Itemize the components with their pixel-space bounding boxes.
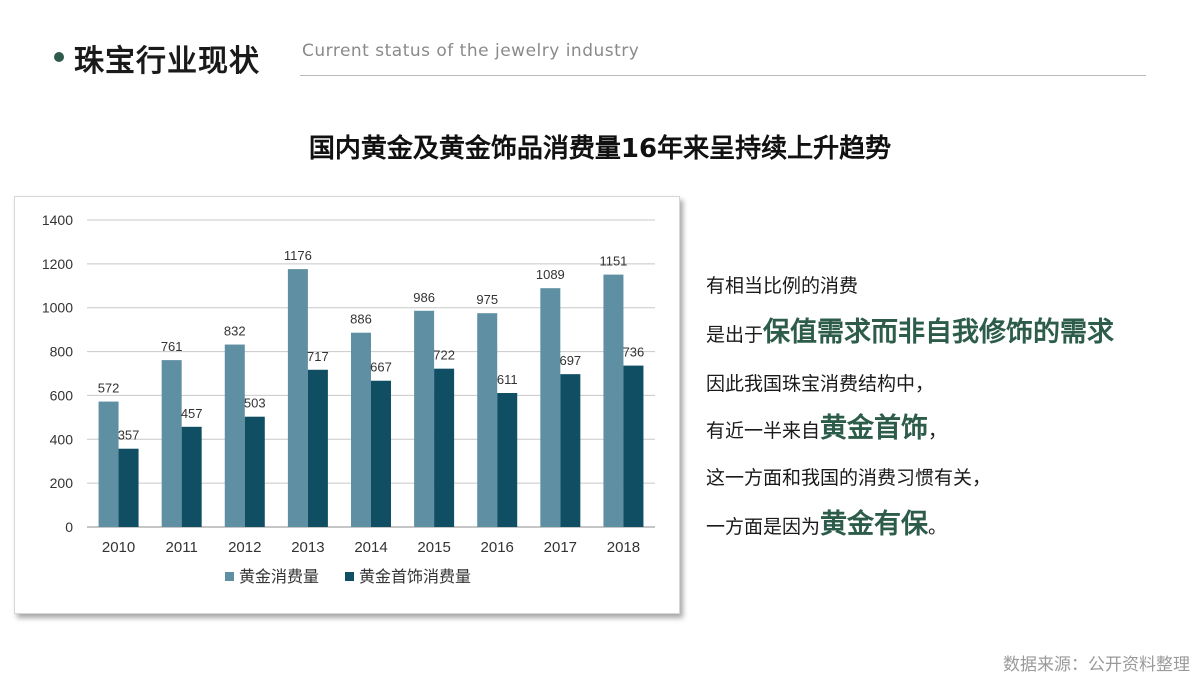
data-label: 761 — [161, 339, 183, 354]
commentary-line-6-suffix: 。 — [928, 516, 948, 538]
x-tick-label: 2017 — [544, 539, 577, 556]
commentary-highlight-gold-jewelry: 黄金首饰 — [820, 413, 929, 444]
bar-chart: 0 200 400 600 800 1000 1200 1400 572 357 2010 761 45… — [42, 212, 655, 586]
commentary-line-1: 有相当比例的消费 — [706, 275, 859, 297]
data-label: 975 — [476, 292, 498, 307]
data-label: 611 — [497, 372, 518, 387]
bar-gold-2012 — [224, 344, 245, 527]
legend-label: 黄金首饰消费量 — [359, 567, 471, 586]
data-label: 457 — [181, 406, 203, 421]
data-label: 1176 — [284, 248, 312, 263]
bar-jewelry-2017 — [560, 374, 581, 527]
legend-swatch-gold — [225, 572, 234, 581]
bar-gold-2013 — [287, 269, 308, 527]
data-label: 886 — [350, 312, 372, 327]
commentary-line-4-suffix: ， — [928, 420, 948, 442]
data-label: 667 — [370, 360, 392, 375]
y-tick-label: 1400 — [42, 212, 73, 228]
x-tick-label: 2014 — [354, 539, 387, 556]
chart-panel: 0 200 400 600 800 1000 1200 1400 572 357 2010 761 45… — [14, 196, 680, 614]
data-label: 722 — [433, 348, 455, 363]
bar-jewelry-2012 — [244, 416, 265, 527]
y-tick-label: 0 — [65, 519, 73, 535]
bar-gold-2015 — [414, 310, 435, 527]
data-label: 1089 — [536, 267, 565, 282]
bar-jewelry-2015 — [434, 368, 455, 527]
commentary-line-6-prefix: 一方面是因为 — [706, 516, 821, 538]
commentary-line-5: 这一方面和我国的消费习惯有关， — [706, 467, 992, 489]
bar-gold-2018 — [603, 274, 624, 527]
commentary-line-2-prefix: 是出于 — [706, 324, 764, 346]
data-label: 717 — [307, 349, 329, 364]
y-tick-label: 200 — [50, 475, 74, 491]
legend-swatch-jewelry — [345, 572, 354, 581]
commentary-highlight-gold-value: 黄金有保 — [820, 509, 929, 540]
data-label: 1151 — [599, 254, 627, 269]
bar-jewelry-2011 — [181, 426, 202, 527]
commentary-line-4: 有近一半来自黄金首饰， — [706, 415, 948, 443]
bar-gold-2011 — [161, 360, 182, 527]
bar-jewelry-2018 — [623, 365, 644, 527]
y-tick-label: 1200 — [42, 256, 73, 272]
section-header: 珠宝行业现状 Current status of the jewelry ind… — [52, 34, 1146, 79]
bar-jewelry-2014 — [371, 380, 391, 527]
data-label: 697 — [559, 353, 581, 368]
x-tick-label: 2018 — [607, 539, 640, 556]
bar-gold-2014 — [351, 332, 371, 527]
y-tick-label: 400 — [50, 431, 74, 447]
x-tick-label: 2010 — [102, 539, 135, 556]
data-source-note: 数据来源：公开资料整理 — [1003, 655, 1190, 675]
chart-title: 国内黄金及黄金饰品消费量16年来呈持续上升趋势 — [308, 134, 892, 164]
y-tick-label: 800 — [50, 344, 74, 360]
data-label: 832 — [224, 324, 246, 339]
bar-jewelry-2010 — [118, 448, 139, 527]
commentary-line-2: 是出于保值需求而非自我修饰的需求 — [706, 319, 1114, 347]
y-tick-label: 600 — [50, 387, 74, 403]
data-label: 572 — [98, 381, 120, 396]
bar-gold-2017 — [540, 288, 561, 527]
bullet-dot-icon — [54, 52, 64, 62]
x-tick-label: 2013 — [291, 539, 324, 556]
bar-gold-2016 — [477, 313, 498, 527]
bar-gold-2010 — [98, 401, 119, 527]
commentary-line-6: 一方面是因为黄金有保。 — [706, 511, 948, 539]
y-tick-label: 1000 — [42, 300, 73, 316]
header-divider — [300, 75, 1146, 76]
x-tick-label: 2011 — [166, 539, 198, 556]
section-title: 珠宝行业现状 — [74, 44, 260, 79]
bar-jewelry-2013 — [307, 369, 328, 527]
bar-jewelry-2016 — [497, 393, 518, 527]
legend-label: 黄金消费量 — [239, 567, 319, 586]
commentary-line-3: 因此我国珠宝消费结构中， — [706, 373, 935, 395]
x-tick-label: 2016 — [481, 539, 514, 556]
commentary-highlight-value-demand: 保值需求而非自我修饰的需求 — [763, 317, 1115, 348]
commentary-line-4-prefix: 有近一半来自 — [706, 420, 821, 442]
data-label: 357 — [118, 428, 140, 443]
data-label: 986 — [413, 290, 435, 305]
section-subtitle: Current status of the jewelry industry — [302, 41, 640, 61]
x-tick-label: 2015 — [417, 539, 450, 556]
data-label: 736 — [623, 345, 645, 360]
data-label: 503 — [244, 396, 266, 411]
x-tick-label: 2012 — [228, 539, 261, 556]
